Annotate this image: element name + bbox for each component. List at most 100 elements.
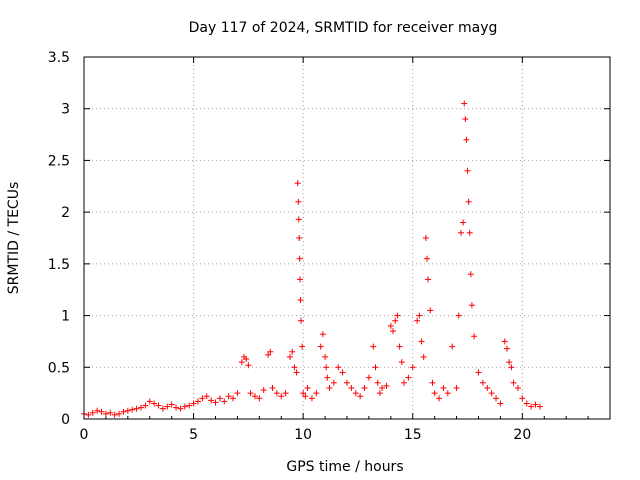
data-point [111,411,118,418]
data-point [348,384,355,391]
data-point [422,235,429,241]
data-point [273,390,280,397]
data-point [479,379,486,386]
data-point [323,364,330,371]
data-point [216,395,223,402]
data-point [190,400,197,407]
data-point [339,369,346,376]
data-point [267,348,274,355]
data-point [497,400,504,407]
data-point [453,384,460,391]
data-point [357,393,364,400]
data-point [390,328,397,335]
data-point [230,395,237,402]
data-point [365,374,372,381]
data-point [297,276,304,283]
plot-frame [83,56,611,420]
data-point [463,136,470,143]
y-tick-label: 0 [61,412,70,428]
data-point [387,322,394,329]
data-point [425,276,432,283]
data-point [107,409,114,416]
data-point [212,399,219,406]
data-point [528,403,535,410]
data-point [467,271,474,278]
data-point [302,393,309,400]
data-point [168,401,175,408]
data-point [282,390,289,397]
data-point [146,398,153,405]
data-point [137,404,144,411]
data-point [294,180,301,187]
data-point [461,100,468,107]
data-point [414,317,421,324]
y-tick-label: 1 [61,309,70,325]
data-point [94,407,101,414]
data-point [379,384,386,391]
data-point [488,390,495,397]
data-point [289,348,296,355]
data-point [392,317,399,324]
data-point [116,410,123,417]
data-point [278,393,285,400]
data-point [361,384,368,391]
data-point [124,407,131,414]
data-point [260,387,267,394]
data-point [234,390,241,397]
data-point [400,379,407,386]
data-point [265,351,272,358]
data-point [299,343,306,350]
x-tick-label: 0 [80,427,89,443]
data-point [243,356,250,363]
data-point [420,353,427,360]
data-point [431,390,438,397]
data-point [506,359,513,366]
x-tick-label: 5 [189,427,198,443]
data-point [269,384,276,391]
data-points [81,100,543,418]
data-point [142,402,149,409]
data-point [295,216,302,223]
data-point [129,406,136,413]
data-point [464,167,471,174]
data-point [409,364,416,371]
y-tick-label: 3 [61,102,70,118]
series-srmtid [81,100,543,418]
x-tick-label: 10 [294,427,312,443]
data-point [308,395,315,402]
y-tick-label: 0.5 [48,360,70,376]
data-point [455,312,462,319]
data-point [291,364,298,371]
data-point [484,384,491,391]
data-point [297,297,304,304]
data-point [460,219,467,226]
data-point [383,382,390,389]
data-point [344,379,350,386]
data-point [256,395,263,402]
x-axis-label: GPS time / hours [286,459,403,475]
y-tick-label: 2.5 [48,153,70,169]
data-point [398,359,405,366]
y-tick-label: 1.5 [48,257,70,273]
data-point [245,362,252,369]
y-tick-label: 3.5 [48,50,70,66]
data-point [532,401,539,408]
data-point [317,343,324,350]
data-point [508,364,515,371]
data-point [155,402,162,409]
data-point [177,405,184,412]
data-point [326,384,333,391]
data-point [374,379,381,386]
data-point [297,317,304,324]
data-point [501,338,508,345]
data-point [225,393,232,400]
data-point [208,397,215,404]
data-point [203,393,210,400]
data-point [514,384,521,391]
y-tick-label: 2 [61,205,70,221]
data-point [503,345,510,352]
data-point [293,369,300,376]
data-point [181,403,188,410]
data-point [159,405,166,412]
